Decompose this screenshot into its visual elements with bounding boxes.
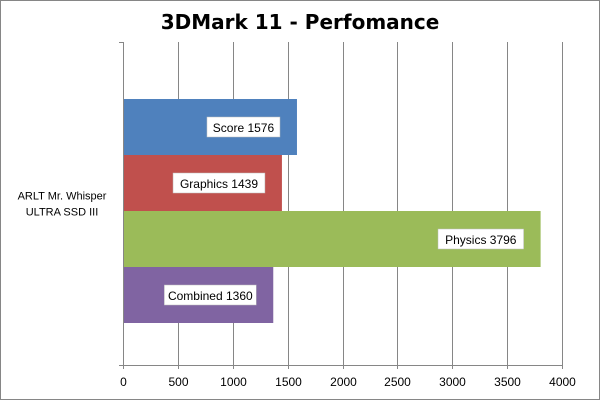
- data-label-box: [206, 116, 281, 138]
- data-label-box: [437, 228, 524, 250]
- data-label-combined: Combined 1360: [168, 289, 253, 303]
- x-tick-label: 500: [168, 375, 188, 389]
- chart-title: 3DMark 11 - Perfomance: [160, 10, 440, 34]
- x-tick-label: 1000: [220, 375, 247, 389]
- category-label: ARLT Mr. Whisper: [18, 191, 107, 203]
- x-tick-label: 2000: [330, 375, 357, 389]
- data-label-physics: Physics 3796: [445, 233, 517, 247]
- x-tick-label: 2500: [384, 375, 411, 389]
- x-tick-label: 4000: [549, 375, 576, 389]
- x-tick-label: 3000: [439, 375, 466, 389]
- x-tick-label: 1500: [275, 375, 302, 389]
- data-label-score: Score 1576: [213, 121, 275, 135]
- data-label-graphics: Graphics 1439: [180, 177, 258, 191]
- data-label-box: [172, 172, 266, 194]
- x-tick-label: 3500: [494, 375, 521, 389]
- category-label: ULTRA SSD III: [26, 207, 99, 219]
- x-tick-label: 0: [120, 375, 127, 389]
- data-label-box: [164, 284, 257, 306]
